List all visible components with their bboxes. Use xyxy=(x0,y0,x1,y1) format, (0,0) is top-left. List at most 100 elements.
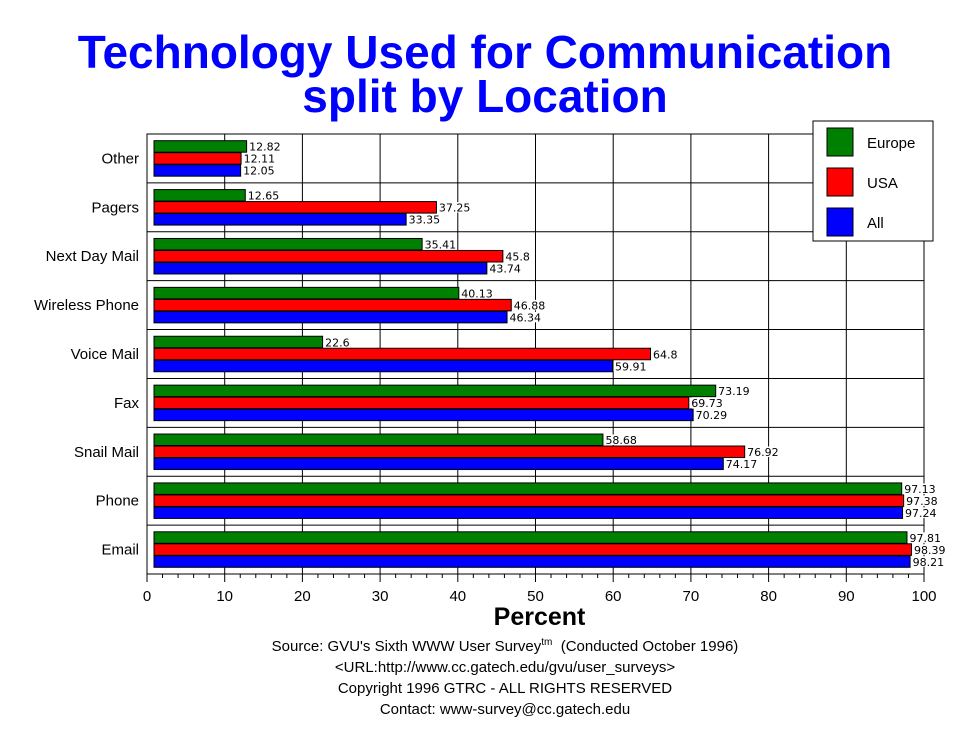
data-label: 43.74 xyxy=(489,262,521,275)
data-label: 58.68 xyxy=(605,434,637,447)
data-label-bg xyxy=(902,483,937,494)
bar-all xyxy=(153,506,904,519)
bar-europe xyxy=(153,335,324,349)
bar-all xyxy=(153,164,242,177)
data-label: 74.17 xyxy=(726,458,758,471)
legend-label-usa: USA xyxy=(867,175,898,192)
data-label-bg xyxy=(323,336,352,348)
data-label: 46.88 xyxy=(514,299,546,312)
data-label-bg xyxy=(423,238,457,250)
data-label-bg xyxy=(508,311,542,323)
data-label-bg xyxy=(603,434,638,446)
source-line: Source: GVU's Sixth WWW User Surveytm (C… xyxy=(0,632,970,657)
source-prefix: Source: GVU's Sixth WWW User Survey xyxy=(271,638,542,655)
bar-all xyxy=(153,359,614,373)
x-tick-label: 100 xyxy=(911,588,936,605)
bar-usa xyxy=(153,396,690,410)
category-label: Snail Mail xyxy=(74,444,139,461)
data-label: 46.34 xyxy=(510,311,541,324)
bar-europe xyxy=(153,189,246,202)
data-label: 98.39 xyxy=(914,544,946,557)
bar-europe xyxy=(153,531,908,544)
data-label: 70.29 xyxy=(696,409,728,422)
data-label: 12.65 xyxy=(248,190,280,203)
data-label-bg xyxy=(613,360,648,372)
data-label-bg xyxy=(437,202,471,213)
x-tick-label: 40 xyxy=(449,588,466,605)
category-label: Phone xyxy=(96,493,139,510)
data-label-bg xyxy=(716,385,751,397)
legend-swatch-usa xyxy=(826,167,854,197)
chart-title: Technology Used for Communication split … xyxy=(0,26,970,122)
data-label-bg xyxy=(903,507,938,518)
bar-usa xyxy=(153,347,651,361)
bar-usa xyxy=(153,494,905,507)
data-label-bg xyxy=(512,299,546,311)
data-label-bg xyxy=(487,262,522,274)
data-label: 97.24 xyxy=(905,507,937,520)
bar-all xyxy=(153,261,488,275)
bar-all xyxy=(153,310,508,324)
data-label: 98.21 xyxy=(913,556,945,569)
bar-usa xyxy=(153,249,504,263)
legend-swatch-all xyxy=(826,207,854,237)
x-tick-label: 0 xyxy=(143,588,151,605)
category-label: Next Day Mail xyxy=(46,248,139,265)
bar-all xyxy=(153,555,911,568)
data-label-bg xyxy=(904,495,939,506)
data-label-bg xyxy=(241,165,276,176)
bar-europe xyxy=(153,384,717,398)
data-label: 37.25 xyxy=(439,202,471,215)
footer: Source: GVU's Sixth WWW User Surveytm (C… xyxy=(0,632,970,720)
chart-title-line1: Technology Used for Communication xyxy=(77,26,893,78)
data-label-bg xyxy=(745,446,780,458)
x-tick-label: 90 xyxy=(838,588,855,605)
chart-title-line2: split by Location xyxy=(302,70,668,122)
data-label: 12.05 xyxy=(243,165,274,178)
x-tick-label: 80 xyxy=(760,588,777,605)
data-label-bg xyxy=(689,397,724,409)
bar-usa xyxy=(153,543,912,556)
x-tick-label: 60 xyxy=(605,588,622,605)
category-label: Voice Mail xyxy=(71,346,139,363)
bar-usa xyxy=(153,445,746,459)
legend-label-all: All xyxy=(867,215,884,232)
data-label-bg xyxy=(459,287,494,299)
bar-usa xyxy=(153,201,437,214)
bar-europe xyxy=(153,433,604,447)
bar-europe xyxy=(153,482,903,495)
data-label: 73.19 xyxy=(718,385,750,398)
legend-label-europe: Europe xyxy=(867,135,915,152)
data-label: 35.41 xyxy=(425,238,457,251)
data-label-bg xyxy=(503,250,532,262)
bar-usa xyxy=(153,152,242,165)
copyright-line: Copyright 1996 GTRC - ALL RIGHTS RESERVE… xyxy=(337,680,673,697)
x-tick-label: 30 xyxy=(372,588,389,605)
x-tick-label: 70 xyxy=(683,588,700,605)
data-label: 12.11 xyxy=(244,153,276,166)
data-label: 97.81 xyxy=(909,532,941,545)
bar-europe xyxy=(153,237,423,251)
data-label-bg xyxy=(694,409,728,421)
trademark-mark: tm xyxy=(541,637,553,648)
data-label: 97.13 xyxy=(904,483,936,496)
bar-europe xyxy=(153,286,460,300)
data-label-bg xyxy=(912,544,946,555)
data-label-bg xyxy=(724,458,758,470)
data-label-bg xyxy=(907,532,942,543)
data-label: 12.82 xyxy=(249,141,280,154)
data-label: 40.13 xyxy=(461,287,493,300)
data-label-bg xyxy=(651,348,679,360)
data-label: 45.8 xyxy=(505,250,529,263)
data-label: 22.6 xyxy=(325,336,350,349)
x-tick-label: 50 xyxy=(527,588,544,605)
x-tick-label: 20 xyxy=(294,588,311,605)
legend-swatch-europe xyxy=(826,127,854,157)
data-label-bg xyxy=(246,190,280,201)
data-label: 64.8 xyxy=(653,348,678,361)
category-label: Wireless Phone xyxy=(34,297,139,314)
bar-all xyxy=(153,408,694,422)
data-label: 97.38 xyxy=(906,495,938,508)
x-tick-label: 10 xyxy=(216,588,233,605)
